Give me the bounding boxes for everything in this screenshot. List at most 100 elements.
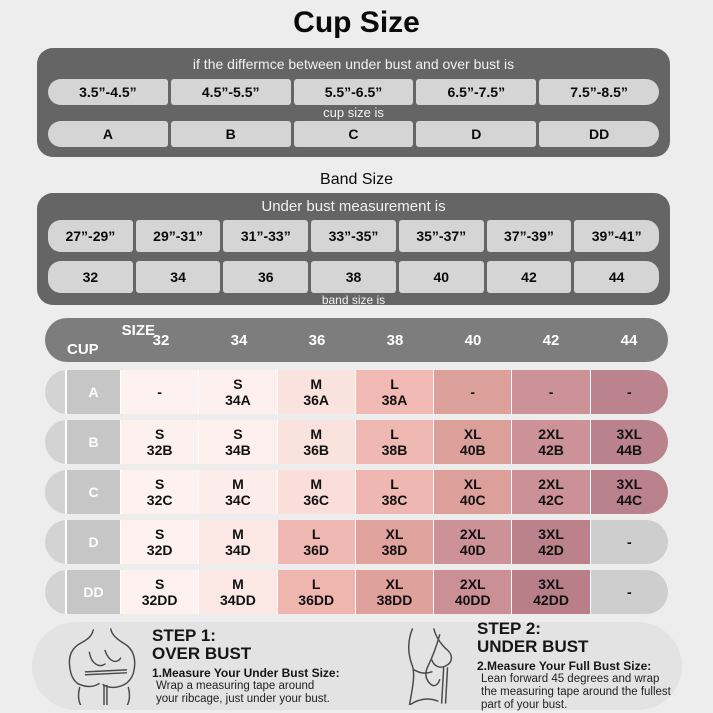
size-code: 40C xyxy=(459,492,486,508)
size-cup-matrix: SIZE CUP 32 34 36 38 40 42 44 A - S 34A M 36A L 38A - -… xyxy=(45,318,668,614)
step-1-heading: 1.Measure Your Under Bust Size: xyxy=(152,665,340,680)
cup-row-label: DD xyxy=(65,570,120,614)
size-code: 38DD xyxy=(376,592,413,608)
size-code: 36DD xyxy=(298,592,335,608)
band-number-cell: 44 xyxy=(574,261,660,293)
step-1-text: STEP 1: OVER BUST 1.Measure Your Under B… xyxy=(152,626,340,706)
cup-range-row: 3.5”-4.5” 4.5”-5.5” 5.5”-6.5” 6.5”-7.5” 7.5”… xyxy=(48,79,659,105)
step-2-text: STEP 2: UNDER BUST 2.Measure Your Full B… xyxy=(477,620,671,712)
cup-range-cell: 3.5”-4.5” xyxy=(48,79,168,105)
cup-range-cell: 5.5”-6.5” xyxy=(293,79,414,105)
matrix-cell: L 36D xyxy=(276,520,355,564)
size-code: 40B xyxy=(459,442,486,458)
empty-dash: - xyxy=(470,384,476,400)
band-size-title: Band Size xyxy=(320,171,393,188)
empty-dash: - xyxy=(157,384,162,400)
size-label: M xyxy=(232,526,244,542)
cup-letter-cell: DD xyxy=(539,121,659,147)
size-code: 36C xyxy=(303,492,330,508)
matrix-row: D S 32D M 34D L 36D XL 38D 2XL 40D 3XL 42D - xyxy=(45,520,668,564)
size-label: S xyxy=(154,526,165,542)
step-2-area: UNDER BUST xyxy=(477,637,589,656)
size-code: 34B xyxy=(225,442,251,458)
band-range-cell: 27”-29” xyxy=(48,220,133,252)
band-number-cell: 32 xyxy=(48,261,133,293)
band-range-cell: 29”-31” xyxy=(135,220,221,252)
size-code: 36A xyxy=(303,392,330,408)
empty-dash: - xyxy=(626,584,632,600)
size-code: 44C xyxy=(616,492,643,508)
size-code: 38D xyxy=(381,542,408,558)
size-label: M xyxy=(310,476,323,492)
matrix-cell: - xyxy=(589,570,668,614)
band-number-cell: 36 xyxy=(223,261,309,293)
corner-cup-label: CUP xyxy=(67,341,99,358)
size-label: S xyxy=(154,476,165,492)
matrix-column-header: 38 xyxy=(386,331,404,349)
band-number-cell: 38 xyxy=(311,261,396,293)
band-number-cell: 34 xyxy=(135,261,221,293)
band-table-header: Under bust measurement is xyxy=(261,198,446,215)
cup-row-label: A xyxy=(65,370,120,414)
size-code: 38B xyxy=(381,442,408,458)
size-code: 34A xyxy=(225,392,251,408)
cup-row-cap xyxy=(45,470,65,514)
step-2-label: STEP 2: xyxy=(477,619,541,638)
cup-range-cell: 4.5”-5.5” xyxy=(170,79,291,105)
size-label: S xyxy=(233,376,243,392)
cup-row-label: D xyxy=(65,520,120,564)
matrix-cell: XL 40B xyxy=(433,420,512,464)
size-code: 42D xyxy=(538,542,564,558)
band-range-cell: 35”-37” xyxy=(398,220,484,252)
size-code: 32D xyxy=(146,542,173,558)
matrix-column-header: 34 xyxy=(230,331,248,349)
size-label: XL xyxy=(463,426,482,442)
band-range-cell: 31”-33” xyxy=(223,220,309,252)
matrix-cell: L 36DD xyxy=(276,570,355,614)
matrix-corner: SIZE CUP xyxy=(45,318,155,362)
step-1-instructions: Wrap a measuring tape around your ribcage… xyxy=(152,680,340,706)
cup-letter-cell: A xyxy=(48,121,168,147)
size-label: M xyxy=(310,426,323,442)
matrix-row: C S 32C M 34C M 36C L 38C XL 40C 2XL 42C 3XL 44C xyxy=(45,470,668,514)
matrix-cell: - xyxy=(589,370,668,414)
size-code: 40D xyxy=(459,542,486,558)
size-label: L xyxy=(390,426,399,442)
cup-letter-row: A B C D DD xyxy=(48,121,659,147)
instruction-line: your ribcage, just under your bust. xyxy=(156,692,330,705)
cup-letter-cell: D xyxy=(416,121,537,147)
step-2-block: STEP 2: UNDER BUST 2.Measure Your Full B… xyxy=(357,620,682,712)
size-code: 42C xyxy=(538,492,564,508)
size-label: L xyxy=(311,526,321,542)
cup-size-table: if the differmce between under bust and … xyxy=(37,48,670,157)
over-bust-figure-icon xyxy=(68,628,136,705)
cup-row-label: B xyxy=(65,420,120,464)
band-range-cell: 33”-35” xyxy=(311,220,396,252)
band-range-cell: 37”-39” xyxy=(486,220,572,252)
size-code: 36B xyxy=(303,442,330,458)
size-code: 42DD xyxy=(533,592,569,608)
matrix-cell: 2XL 42C xyxy=(511,470,590,514)
matrix-cell: S 32D xyxy=(120,520,199,564)
empty-dash: - xyxy=(548,384,554,400)
matrix-cell: S 32C xyxy=(120,470,199,514)
matrix-cell: 2XL 40DD xyxy=(433,570,512,614)
matrix-cell: L 38A xyxy=(354,370,434,414)
cup-size-is-label: cup size is xyxy=(323,105,384,120)
matrix-cell: - xyxy=(433,370,512,414)
matrix-cell: - xyxy=(511,370,590,414)
size-label: M xyxy=(232,576,244,592)
size-label: 3XL xyxy=(538,526,564,542)
matrix-cell: L 38C xyxy=(354,470,434,514)
empty-dash: - xyxy=(626,384,632,400)
matrix-cell: M 34C xyxy=(198,470,277,514)
matrix-cell: XL 38D xyxy=(354,520,434,564)
size-code: 40DD xyxy=(454,592,491,608)
cup-range-cell: 7.5”-8.5” xyxy=(539,79,659,105)
matrix-cell: 3XL 44B xyxy=(589,420,668,464)
instruction-line: Lean forward 45 degrees and wrap xyxy=(481,673,660,685)
size-label: L xyxy=(311,576,321,592)
size-label: 3XL xyxy=(616,426,643,442)
matrix-column-header: 44 xyxy=(620,331,638,349)
